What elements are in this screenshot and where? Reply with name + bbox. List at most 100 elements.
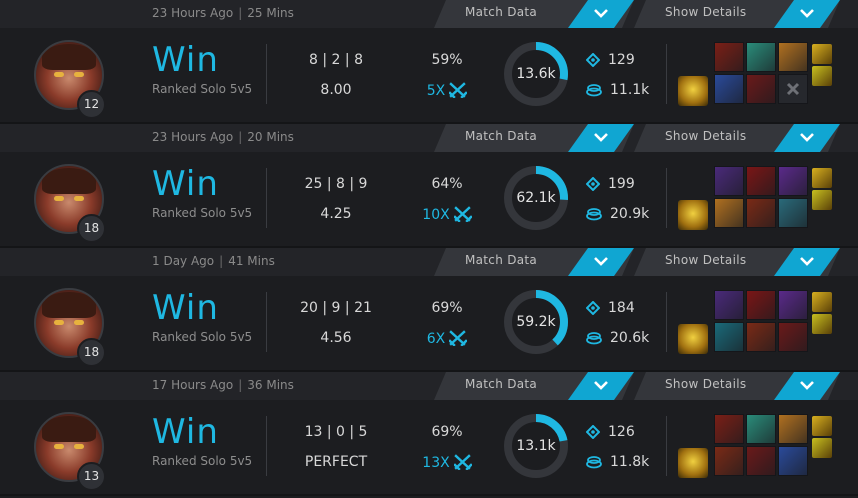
summoner-spell-ignite-icon[interactable] — [812, 190, 832, 210]
gold-coins-icon — [586, 208, 602, 221]
match-data-tab[interactable]: Match Data — [434, 248, 634, 276]
item-slot[interactable] — [778, 414, 808, 444]
match-data-tab[interactable]: Match Data — [434, 372, 634, 400]
show-details-tab[interactable]: Show Details — [634, 372, 840, 400]
item-slot[interactable] — [778, 290, 808, 320]
champion-hair — [42, 44, 96, 70]
item-slot[interactable] — [714, 446, 744, 476]
crossed-swords-icon — [453, 454, 473, 471]
time-ago: 23 Hours Ago — [152, 6, 234, 20]
item-slot[interactable] — [714, 42, 744, 72]
show-details-expand-button[interactable] — [774, 248, 840, 276]
match-data-tab[interactable]: Match Data — [434, 124, 634, 152]
summoner-spell-flash-icon[interactable] — [812, 44, 832, 64]
damage-value: 59.2k — [516, 314, 556, 330]
wards-value: 184 — [608, 300, 635, 316]
kda-score: 25 | 8 | 9 — [304, 176, 368, 192]
gold-coins-icon — [586, 456, 602, 469]
damage-value: 13.6k — [516, 66, 556, 82]
gold-stat: 20.9k — [586, 206, 649, 222]
trinket-icon[interactable] — [678, 200, 708, 230]
champion-level-badge: 12 — [77, 90, 106, 119]
chevron-down-icon — [800, 8, 814, 18]
kda-ratio: PERFECT — [304, 454, 368, 470]
item-slot[interactable] — [746, 166, 776, 196]
match-data-expand-button[interactable] — [568, 248, 634, 276]
trinket-icon[interactable] — [678, 76, 708, 106]
item-slot[interactable] — [778, 166, 808, 196]
item-slot[interactable] — [746, 74, 776, 104]
champion-avatar[interactable] — [34, 288, 104, 358]
champion-hair — [42, 416, 96, 442]
champion-eye-left — [54, 320, 64, 325]
item-slot[interactable] — [746, 446, 776, 476]
champion-eye-left — [54, 444, 64, 449]
crossed-swords-icon — [448, 82, 468, 99]
divider — [266, 44, 267, 104]
kda-ratio: 4.56 — [320, 330, 352, 346]
item-slot[interactable] — [778, 74, 808, 104]
item-slot[interactable] — [778, 42, 808, 72]
match-result: Win — [152, 288, 219, 328]
divider — [666, 292, 667, 352]
match-body: 13 Win Ranked Solo 5v5 13 | 0 | 5 PERFEC… — [0, 400, 858, 496]
item-slot[interactable] — [778, 446, 808, 476]
show-details-tab[interactable]: Show Details — [634, 124, 840, 152]
queue-type: Ranked Solo 5v5 — [152, 454, 253, 468]
champion-eye-left — [54, 196, 64, 201]
crossed-swords-icon — [453, 206, 473, 223]
show-details-tab[interactable]: Show Details — [634, 0, 840, 28]
item-slot[interactable] — [746, 42, 776, 72]
multikill-count: 5X — [414, 82, 480, 99]
multikill-count: 10X — [414, 206, 480, 223]
gold-coins-icon — [586, 84, 602, 97]
summoner-spell-flash-icon[interactable] — [812, 292, 832, 312]
item-slot[interactable] — [746, 290, 776, 320]
show-details-label: Show Details — [665, 377, 747, 391]
match-data-label: Match Data — [465, 377, 538, 391]
match-data-expand-button[interactable] — [568, 0, 634, 28]
item-slot[interactable] — [746, 322, 776, 352]
wards-value: 129 — [608, 52, 635, 68]
multikill-value: 10X — [422, 207, 450, 223]
item-slot[interactable] — [714, 290, 744, 320]
trinket-icon[interactable] — [678, 324, 708, 354]
summoner-spell-flash-icon[interactable] — [812, 416, 832, 436]
show-details-label: Show Details — [665, 5, 747, 19]
kill-participation: 69% — [431, 424, 463, 440]
match-time-info: 1 Day Ago | 41 Mins — [152, 254, 275, 268]
show-details-expand-button[interactable] — [774, 0, 840, 28]
show-details-expand-button[interactable] — [774, 372, 840, 400]
match-card: 23 Hours Ago | 20 Mins Match Data Show Det… — [0, 124, 858, 248]
item-slot[interactable] — [714, 322, 744, 352]
item-slot[interactable] — [714, 414, 744, 444]
champion-level-badge: 13 — [77, 462, 106, 491]
damage-value: 62.1k — [516, 190, 556, 206]
champion-eye-right — [74, 320, 84, 325]
wards-stat: 199 — [585, 176, 635, 192]
trinket-icon[interactable] — [678, 448, 708, 478]
match-header: 23 Hours Ago | 20 Mins Match Data Show Det… — [0, 124, 858, 152]
item-slot[interactable] — [746, 414, 776, 444]
item-slot[interactable] — [778, 198, 808, 228]
item-slot[interactable] — [714, 166, 744, 196]
show-details-expand-button[interactable] — [774, 124, 840, 152]
summoner-spell-flash-icon[interactable] — [812, 168, 832, 188]
match-data-expand-button[interactable] — [568, 124, 634, 152]
damage-donut — [504, 166, 568, 230]
crossed-swords-icon — [448, 330, 468, 347]
chevron-down-icon — [594, 132, 608, 142]
summoner-spell-ignite-icon[interactable] — [812, 314, 832, 334]
queue-type: Ranked Solo 5v5 — [152, 206, 253, 220]
item-slot[interactable] — [778, 322, 808, 352]
multikill-count: 13X — [414, 454, 480, 471]
summoner-spell-ignite-icon[interactable] — [812, 66, 832, 86]
item-slot[interactable] — [714, 74, 744, 104]
summoner-spell-ignite-icon[interactable] — [812, 438, 832, 458]
match-data-tab[interactable]: Match Data — [434, 0, 634, 28]
show-details-tab[interactable]: Show Details — [634, 248, 840, 276]
item-slot[interactable] — [714, 198, 744, 228]
item-slot[interactable] — [746, 198, 776, 228]
match-data-expand-button[interactable] — [568, 372, 634, 400]
kill-participation: 59% — [431, 52, 463, 68]
